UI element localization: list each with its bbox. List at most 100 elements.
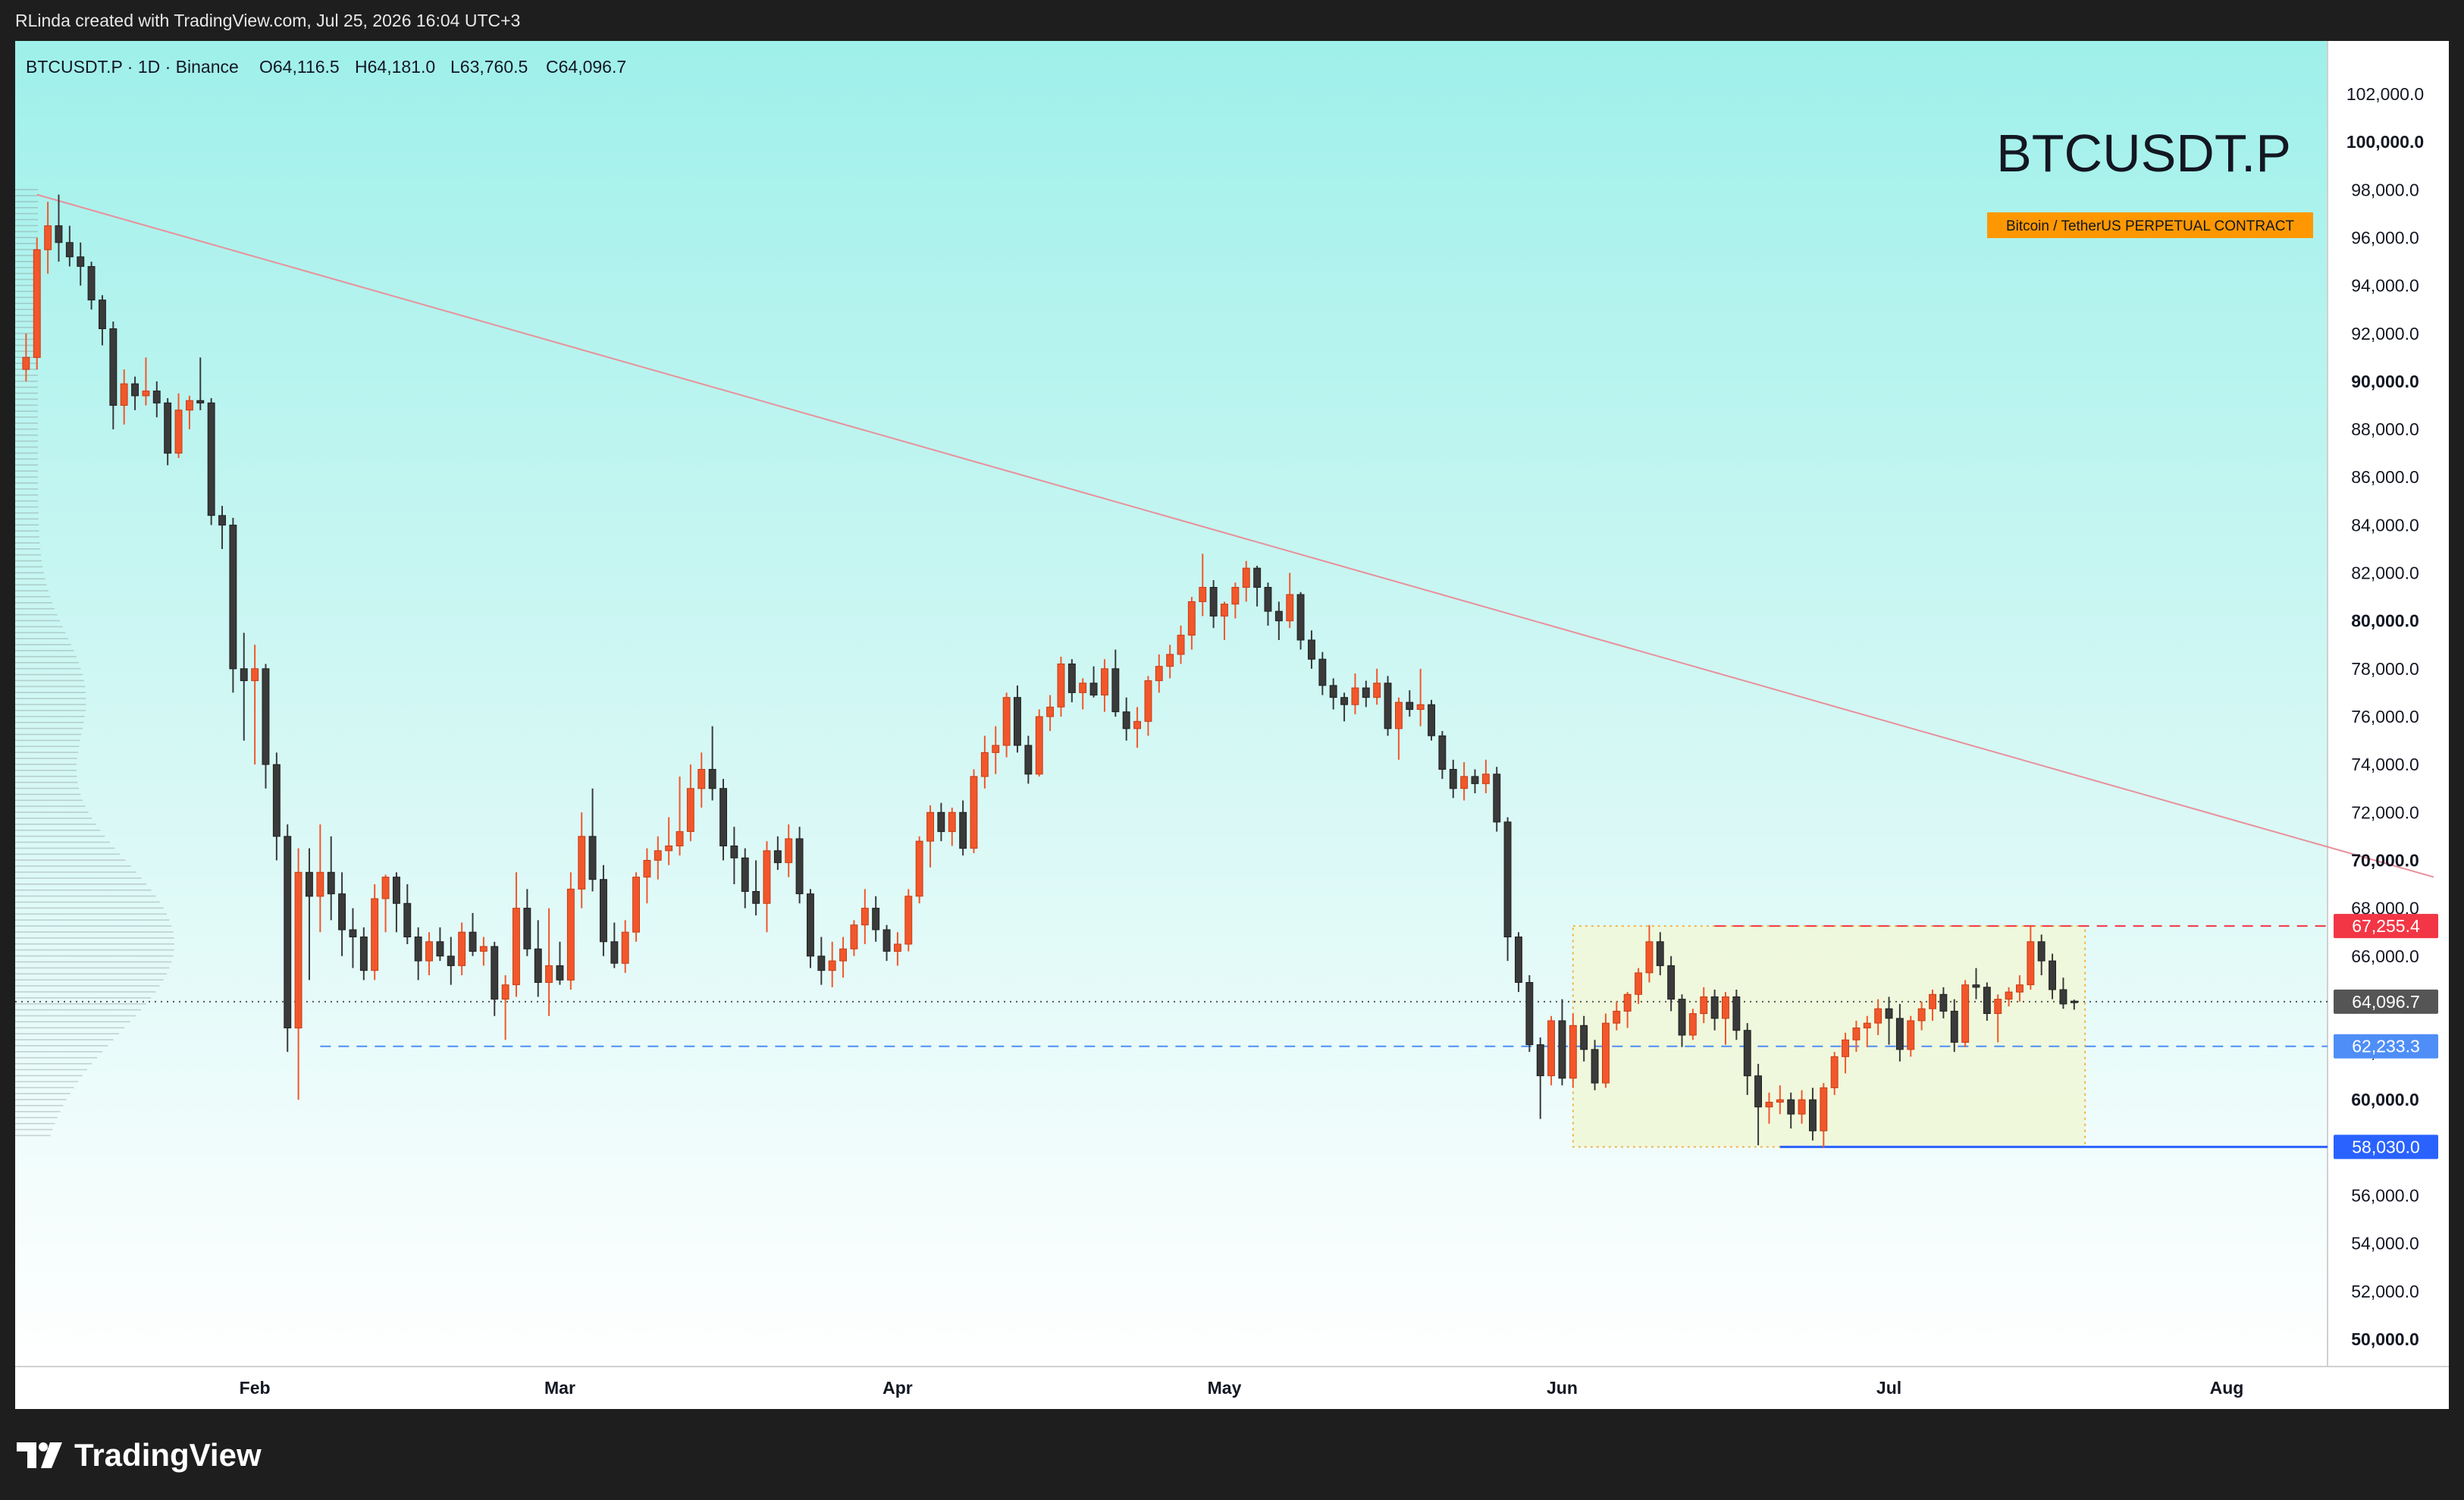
candle-body <box>2005 991 2013 1000</box>
price-tick-label: 92,000.0 <box>2351 324 2419 344</box>
candle-body <box>501 984 509 1000</box>
candle-body <box>1722 996 1729 1019</box>
candle-body <box>1569 1025 1577 1079</box>
tradingview-logo[interactable]: TradingView <box>17 1436 262 1474</box>
price-chart[interactable]: 102,000.0 100,000.0 98,000.0 96,000.0 94,000… <box>15 41 2449 1409</box>
volume-profile-bar <box>15 231 38 233</box>
candle-body <box>1645 941 1654 974</box>
candle-body <box>479 946 487 952</box>
candle-body <box>1907 1020 1915 1050</box>
volume-profile-bar <box>15 297 38 299</box>
volume-profile-bar <box>15 733 82 736</box>
candle-body <box>2037 941 2045 962</box>
volume-profile-bar <box>15 667 81 670</box>
lines-layer[interactable] <box>15 193 2434 1148</box>
volume-profile-bar <box>15 805 86 808</box>
volume-profile-bar <box>15 494 39 496</box>
candle-body <box>2070 1000 2078 1003</box>
volume-profile-bar <box>15 955 174 957</box>
candle-body <box>534 948 542 984</box>
volume-profile-bar <box>15 739 80 742</box>
volume-profile-bar <box>15 249 38 250</box>
volume-profile-bar <box>15 607 55 610</box>
candle-body <box>1481 774 1490 784</box>
candle-body <box>1776 1099 1784 1103</box>
volume-profile-bar <box>15 303 38 304</box>
candle-body <box>676 831 684 846</box>
candle-body <box>1787 1099 1795 1115</box>
volume-profile-bar <box>15 476 39 478</box>
candle-body <box>65 242 74 258</box>
candle-body <box>1199 587 1207 602</box>
volume-profile-bar <box>15 392 38 394</box>
price-tick-label: 74,000.0 <box>2351 755 2419 774</box>
volume-profile-bar <box>15 386 38 388</box>
volume-profile-bar <box>15 824 96 825</box>
candle-body <box>1983 987 1991 1015</box>
volume-profile-bar <box>15 584 47 585</box>
candle-body <box>1340 697 1348 705</box>
price-tick-label: 56,000.0 <box>2351 1186 2419 1206</box>
chart-frame[interactable]: 102,000.0 100,000.0 98,000.0 96,000.0 94,000… <box>15 41 2449 1409</box>
volume-profile-bar <box>15 871 136 873</box>
candle-body <box>1493 774 1501 823</box>
volume-profile-bar <box>15 1134 51 1137</box>
price-tick-label: 70,000.0 <box>2351 850 2419 870</box>
candle-body <box>2016 984 2024 993</box>
price-tick-label: 72,000.0 <box>2351 802 2419 822</box>
candle-body <box>980 752 989 777</box>
volume-profile-bar <box>15 428 38 430</box>
candle-body <box>959 811 967 849</box>
candle-body <box>1580 1025 1588 1050</box>
candle-body <box>926 811 934 842</box>
candle-body <box>1024 745 1033 775</box>
price-tick-label: 50,000.0 <box>2351 1329 2419 1349</box>
candle-body <box>251 668 259 682</box>
volume-profile-bar <box>15 925 172 927</box>
volume-profile-bar <box>15 554 41 556</box>
time-axis[interactable]: Feb Mar Apr May Jun Jul Aug <box>240 1378 2244 1398</box>
candle-body <box>316 871 324 897</box>
candle-body <box>1384 683 1392 730</box>
candle-body <box>1242 567 1250 588</box>
volume-profile-bar <box>15 446 38 448</box>
candle-body <box>1700 996 1708 1015</box>
candle-body <box>152 391 161 403</box>
volume-profile-bar <box>15 787 79 789</box>
volume-profile-bar <box>15 650 74 651</box>
price-tick-label: 86,000.0 <box>2351 467 2419 487</box>
candle-body <box>1122 711 1130 730</box>
tradingview-logo-text: TradingView <box>74 1437 262 1473</box>
candle-body <box>458 931 466 966</box>
volume-profile-bar <box>15 237 38 239</box>
volume-profile-bar <box>15 212 38 215</box>
price-tick-label: 96,000.0 <box>2351 228 2419 247</box>
volume-profile-bar <box>15 464 38 466</box>
candle-body <box>904 896 913 945</box>
candle-body <box>1144 680 1152 722</box>
volume-profile-bar <box>15 644 71 645</box>
candle-body <box>1667 965 1676 1000</box>
watermark-description-bg <box>1987 212 2313 238</box>
descending-trendline[interactable] <box>36 193 2434 878</box>
volume-profile-bar <box>15 793 81 796</box>
candle-body <box>262 668 270 765</box>
candle-body <box>77 256 85 267</box>
candle-body <box>1635 972 1643 995</box>
volume-profile-bar <box>15 877 142 879</box>
candle-body <box>1678 999 1686 1036</box>
candle-body <box>1732 996 1741 1031</box>
candle-body <box>1111 668 1120 713</box>
price-tick-label: 94,000.0 <box>2351 276 2419 296</box>
candle-body <box>1318 658 1327 686</box>
volume-profile-bar <box>15 458 38 460</box>
volume-profile-bar <box>15 937 174 939</box>
price-axis[interactable]: 102,000.0 100,000.0 98,000.0 96,000.0 94,000… <box>2346 84 2424 1349</box>
price-tick-label: 82,000.0 <box>2351 563 2419 583</box>
volume-profile-bar <box>15 404 38 406</box>
candle-body <box>1329 685 1337 698</box>
price-tick-label: 76,000.0 <box>2351 707 2419 726</box>
volume-profile-bar <box>15 506 39 508</box>
candle-body <box>1177 635 1185 655</box>
volume-profile-bar <box>15 979 164 981</box>
